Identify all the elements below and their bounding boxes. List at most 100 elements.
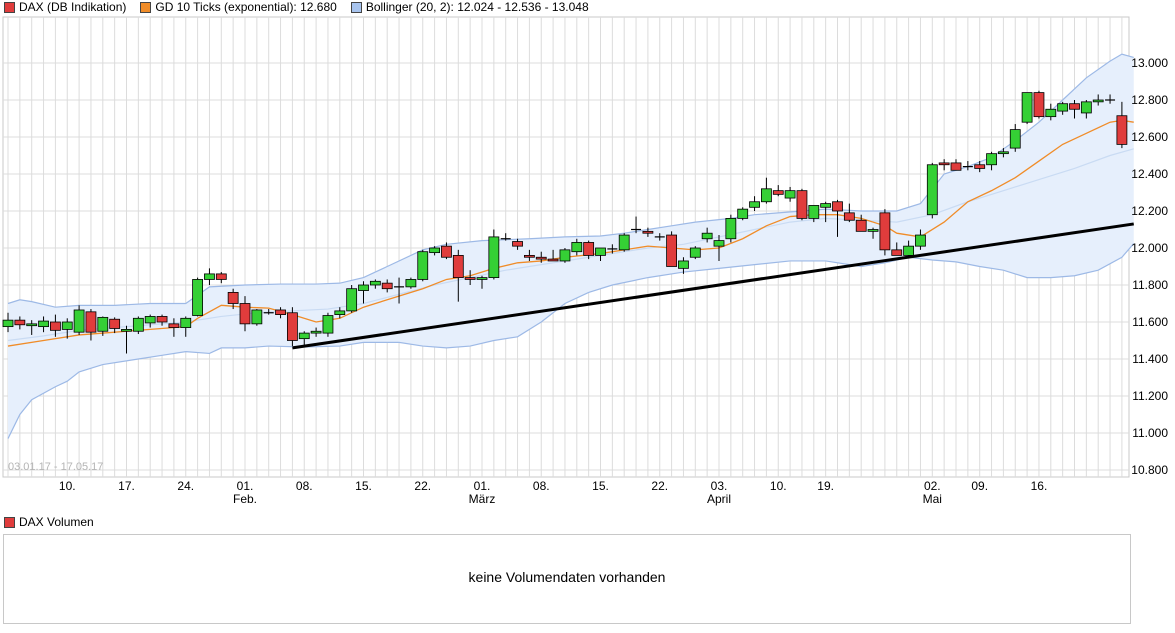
candle-up xyxy=(1009,129,1021,149)
volume-panel: keine Volumendaten vorhanden xyxy=(3,534,1131,624)
candle-down xyxy=(642,230,654,234)
candle-up xyxy=(678,260,689,269)
x-tick-label: 15. xyxy=(355,479,372,493)
y-axis-labels: 10.800 11.000 11.200 11.400 11.600 11.800 12.0… xyxy=(1131,56,1168,477)
candle-up xyxy=(204,273,215,280)
legend-swatch-dax xyxy=(4,1,15,13)
candle-up xyxy=(701,232,713,240)
candle-up xyxy=(310,330,322,334)
legend-label-dax: DAX (DB Indikation) xyxy=(19,0,127,14)
candle-up xyxy=(761,188,772,203)
candle-down xyxy=(85,311,97,333)
candle-up xyxy=(476,277,488,280)
y-tick-label: 11.600 xyxy=(1132,315,1168,329)
candle-down xyxy=(1033,92,1045,118)
candle-down xyxy=(843,212,855,221)
candle-up xyxy=(2,319,14,328)
candle-up xyxy=(369,280,381,286)
candle-down xyxy=(452,254,464,278)
candle-up xyxy=(251,309,263,325)
volume-legend[interactable]: DAX Volumen xyxy=(4,515,94,529)
x-tick-label: 16. xyxy=(1031,479,1048,493)
candle-up xyxy=(618,234,630,251)
candle-up xyxy=(1057,103,1069,112)
x-tick-label: 02. xyxy=(924,479,941,493)
x-tick-label: 19. xyxy=(817,479,834,493)
candle-down xyxy=(381,282,393,290)
candle-down xyxy=(156,316,168,323)
legend-item-dax[interactable]: DAX (DB Indikation) xyxy=(4,0,126,14)
bollinger-lower-line xyxy=(7,243,1135,439)
candle-down xyxy=(512,241,523,247)
legend-label-ema: GD 10 Ticks (exponential): 12.680 xyxy=(155,0,337,14)
y-tick-label: 11.400 xyxy=(1132,352,1168,366)
candle-up xyxy=(97,316,109,332)
x-tick-label: 24. xyxy=(177,479,194,493)
legend-swatch-ema xyxy=(140,1,152,13)
price-chart[interactable]: 10.800 11.000 11.200 11.400 11.600 11.800 12.0… xyxy=(0,0,1175,515)
x-tick-label: 22. xyxy=(414,479,431,493)
y-tick-label: 11.200 xyxy=(1132,389,1168,403)
x-tick-label: 10. xyxy=(770,479,787,493)
candle-up xyxy=(689,247,701,258)
candle-down xyxy=(974,164,986,169)
y-tick-label: 11.800 xyxy=(1132,278,1168,292)
x-month-label: Feb. xyxy=(233,492,257,506)
candle-up xyxy=(132,317,144,332)
y-tick-label: 12.200 xyxy=(1131,204,1168,218)
candle-up xyxy=(417,251,429,280)
candle-up xyxy=(192,279,204,316)
candle-up xyxy=(867,229,879,232)
candle-up xyxy=(61,321,73,330)
candle-up xyxy=(595,247,606,256)
x-tick-label: 03. xyxy=(711,479,728,493)
candle-up xyxy=(713,240,725,247)
candle-down xyxy=(524,254,535,258)
x-tick-label: 01. xyxy=(237,479,254,493)
candle-down xyxy=(535,256,547,260)
candle-up xyxy=(784,190,796,199)
candle-up xyxy=(334,310,346,315)
candle-down xyxy=(772,190,784,195)
x-month-label: April xyxy=(707,492,731,506)
candle-up xyxy=(725,217,737,240)
legend-item-ema[interactable]: GD 10 Ticks (exponential): 12.680 xyxy=(140,0,337,14)
candle-up xyxy=(998,151,1009,155)
candle-up xyxy=(559,249,571,262)
x-tick-label: 09. xyxy=(971,479,988,493)
candle-up xyxy=(915,234,926,247)
candle-up xyxy=(346,288,358,312)
y-tick-label: 11.000 xyxy=(1132,426,1168,440)
trendline-layer xyxy=(292,222,1134,350)
candle-down xyxy=(239,303,251,325)
candle-down xyxy=(14,319,26,326)
candle-up xyxy=(144,316,156,324)
candle-up xyxy=(1021,92,1033,123)
candle-up xyxy=(571,242,583,253)
candle-up xyxy=(926,164,938,216)
volume-legend-label: DAX Volumen xyxy=(19,515,94,529)
legend-label-bollinger: Bollinger (20, 2): 12.024 - 12.536 - 13.… xyxy=(365,0,589,14)
candle-down xyxy=(879,212,891,251)
candle-down xyxy=(950,162,962,171)
x-tick-label: 22. xyxy=(651,479,668,493)
candle-up xyxy=(1092,99,1104,103)
candle-down xyxy=(832,201,843,212)
x-month-label: März xyxy=(469,492,496,506)
legend-item-bollinger[interactable]: Bollinger (20, 2): 12.024 - 12.536 - 13.… xyxy=(350,0,589,14)
y-tick-label: 12.000 xyxy=(1131,241,1168,255)
candle-up xyxy=(808,205,820,219)
volume-legend-swatch xyxy=(4,516,15,528)
candle-up xyxy=(1045,108,1057,118)
legend-swatch-bollinger xyxy=(350,1,362,13)
y-tick-label: 12.600 xyxy=(1131,130,1168,144)
candle-up xyxy=(38,320,49,328)
support-trendline xyxy=(292,222,1134,350)
candle-down xyxy=(227,291,239,304)
grid-lines xyxy=(3,17,1129,477)
x-tick-label: 08. xyxy=(296,479,313,493)
candle-down xyxy=(1116,115,1128,145)
candle-up xyxy=(180,317,192,328)
x-tick-label: 10. xyxy=(59,479,76,493)
bollinger-middle-line xyxy=(7,148,1134,342)
